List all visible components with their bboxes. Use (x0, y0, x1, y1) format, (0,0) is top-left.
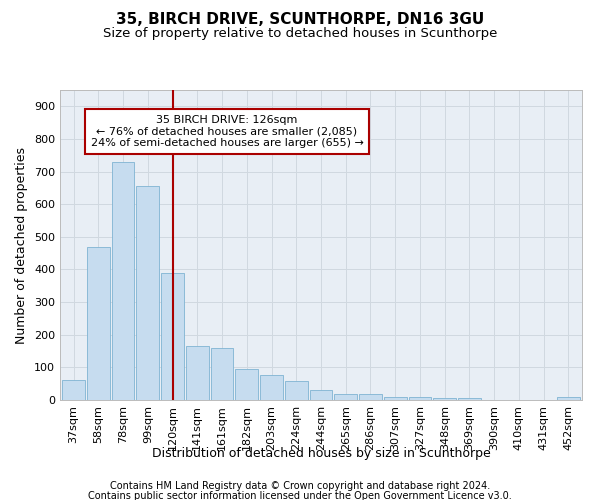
Text: 35 BIRCH DRIVE: 126sqm
← 76% of detached houses are smaller (2,085)
24% of semi-: 35 BIRCH DRIVE: 126sqm ← 76% of detached… (91, 115, 364, 148)
Bar (235, 369, 258, 400)
Bar (112, 162, 134, 400)
Bar (433, 398, 456, 400)
Bar (186, 346, 209, 400)
Bar (211, 348, 233, 400)
Text: 35, BIRCH DRIVE, SCUNTHORPE, DN16 3GU: 35, BIRCH DRIVE, SCUNTHORPE, DN16 3GU (116, 12, 484, 28)
Bar (260, 374, 283, 400)
Text: Contains public sector information licensed under the Open Government Licence v3: Contains public sector information licen… (88, 491, 512, 500)
Bar (557, 398, 580, 400)
Bar (334, 394, 357, 400)
Bar (359, 394, 382, 400)
Bar (62, 380, 85, 400)
Bar (310, 390, 332, 400)
Bar (161, 272, 184, 400)
Bar (285, 381, 308, 400)
Text: Contains HM Land Registry data © Crown copyright and database right 2024.: Contains HM Land Registry data © Crown c… (110, 481, 490, 491)
Bar (136, 186, 159, 400)
Bar (458, 398, 481, 400)
Bar (409, 398, 431, 400)
Y-axis label: Number of detached properties: Number of detached properties (16, 146, 28, 344)
Bar (384, 396, 407, 400)
Bar (87, 246, 110, 400)
Text: Distribution of detached houses by size in Scunthorpe: Distribution of detached houses by size … (152, 448, 490, 460)
Text: Size of property relative to detached houses in Scunthorpe: Size of property relative to detached ho… (103, 28, 497, 40)
